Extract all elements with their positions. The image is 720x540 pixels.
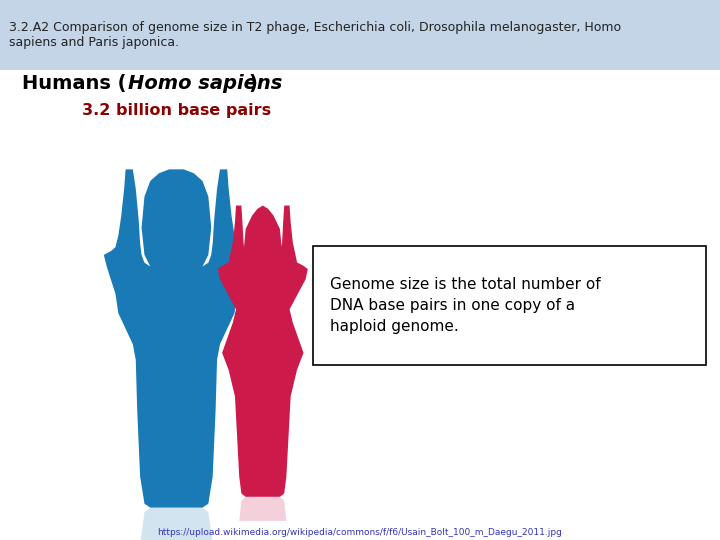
Text: Homo sapiens: Homo sapiens xyxy=(128,74,282,93)
FancyBboxPatch shape xyxy=(0,0,720,70)
Text: Humans (: Humans ( xyxy=(22,74,126,93)
Polygon shape xyxy=(218,206,307,497)
Polygon shape xyxy=(104,170,249,508)
FancyBboxPatch shape xyxy=(313,246,706,364)
Text: Genome size is the total number of
DNA base pairs in one copy of a
haploid genom: Genome size is the total number of DNA b… xyxy=(330,276,600,334)
Polygon shape xyxy=(239,497,287,521)
Text: https://upload.wikimedia.org/wikipedia/commons/f/f6/Usain_Bolt_100_m_Daegu_2011.: https://upload.wikimedia.org/wikipedia/c… xyxy=(158,528,562,537)
Text: 3.2.A2 Comparison of genome size in T2 phage, Escherichia coli, Drosophila melan: 3.2.A2 Comparison of genome size in T2 p… xyxy=(9,21,621,49)
Text: ): ) xyxy=(248,74,257,93)
Polygon shape xyxy=(140,508,212,540)
Text: 3,200,000,000: 3,200,000,000 xyxy=(143,340,210,349)
Text: 3.2 billion base pairs: 3.2 billion base pairs xyxy=(82,103,271,118)
